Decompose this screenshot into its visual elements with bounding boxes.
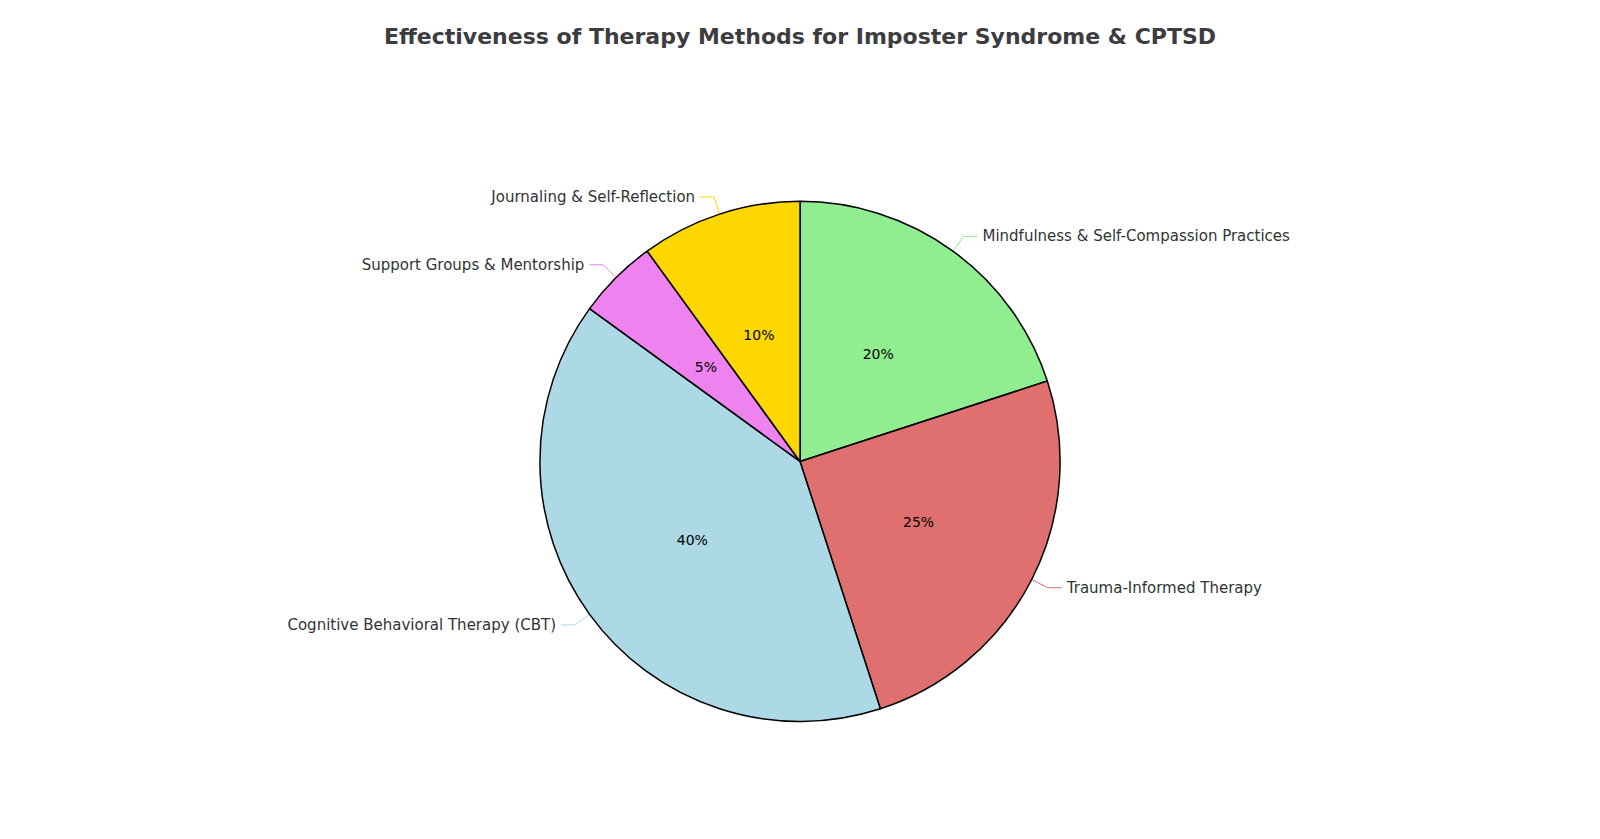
svg-text:25%: 25% xyxy=(903,514,934,530)
svg-text:40%: 40% xyxy=(677,532,708,548)
svg-text:Trauma-Informed Therapy: Trauma-Informed Therapy xyxy=(1066,579,1262,597)
svg-text:Support Groups & Mentorship: Support Groups & Mentorship xyxy=(362,256,585,274)
svg-text:Journaling & Self-Reflection: Journaling & Self-Reflection xyxy=(490,188,695,206)
svg-text:Mindfulness & Self-Compassion: Mindfulness & Self-Compassion Practices xyxy=(982,227,1290,245)
svg-text:Effectiveness of Therapy Metho: Effectiveness of Therapy Methods for Imp… xyxy=(384,24,1216,49)
svg-text:10%: 10% xyxy=(743,327,774,343)
svg-text:Cognitive Behavioral Therapy (: Cognitive Behavioral Therapy (CBT) xyxy=(287,616,556,634)
svg-text:20%: 20% xyxy=(863,346,894,362)
svg-text:5%: 5% xyxy=(695,359,717,375)
